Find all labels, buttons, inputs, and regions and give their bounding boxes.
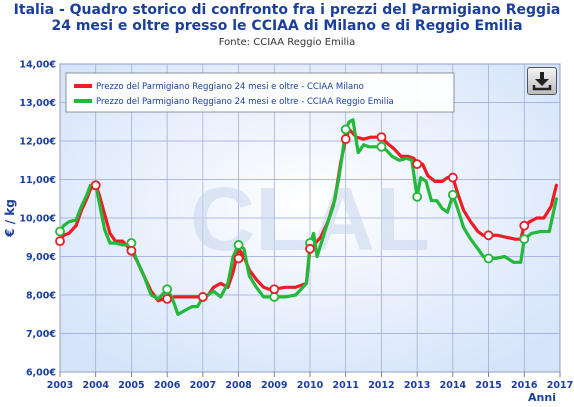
legend-box — [65, 72, 455, 113]
x-tick-label: 2007 — [190, 380, 216, 391]
y-tick-label: 11,00€ — [19, 175, 56, 186]
x-tick-label: 2015 — [475, 380, 501, 391]
download-button[interactable] — [527, 67, 557, 95]
reggio-data-point — [412, 191, 423, 202]
milano-data-point — [412, 159, 423, 170]
x-tick-label: 2005 — [118, 380, 144, 391]
y-tick-label: 12,00€ — [19, 137, 56, 148]
y-tick-label: 10,00€ — [19, 214, 56, 225]
y-tick-label: 7,00€ — [26, 329, 56, 340]
reggio-data-point — [126, 238, 137, 248]
x-tick-label: 2017 — [547, 380, 573, 391]
legend: Prezzo del Parmigiano Reggiano 24 mesi e… — [65, 72, 455, 113]
milano-data-point — [162, 293, 173, 304]
reggio-data-point — [340, 124, 351, 135]
reggio-data-point — [447, 189, 458, 200]
chart-title: Italia - Quadro storico di confronto fra… — [0, 2, 574, 34]
y-tick-label: 9,00€ — [26, 252, 56, 263]
milano-data-point — [55, 236, 65, 247]
x-tick-label: 2011 — [332, 380, 358, 391]
milano-data-point — [90, 180, 101, 191]
download-icon — [532, 72, 552, 91]
milano-data-point — [126, 245, 137, 256]
y-tick-label: 13,00€ — [19, 98, 56, 109]
reggio-data-point — [233, 240, 244, 250]
reggio-series-line — [58, 118, 559, 316]
legend-label-reggio: Prezzo del Parmigiano Reggiano 24 mesi e… — [96, 97, 394, 107]
chart-title-line1: Italia - Quadro storico di confronto fra… — [13, 2, 561, 18]
milano-data-point — [269, 284, 280, 295]
reggio-data-point — [55, 226, 65, 237]
axes: 6,00€ 7,00€ 8,00€ 9,00€ 10,00€ 11,00€ 12,00€ 13… — [19, 60, 573, 392]
x-tick-label: 2016 — [511, 380, 538, 391]
y-axis-label: € / kg — [3, 199, 17, 238]
reggio-data-point — [376, 141, 387, 152]
milano-data-point — [376, 132, 387, 143]
milano-data-point — [483, 230, 494, 241]
x-tick-label: 2012 — [368, 380, 394, 391]
x-tick-label: 2010 — [297, 380, 324, 391]
x-axis-label: Anni — [528, 391, 556, 404]
x-tick-label: 2004 — [82, 380, 109, 391]
y-tick-label: 6,00€ — [26, 368, 56, 379]
milano-data-point — [233, 253, 244, 264]
x-tick-label: 2009 — [261, 380, 287, 391]
milano-data-point — [197, 292, 208, 302]
x-tick-label: 2014 — [440, 380, 467, 391]
reggio-data-point — [519, 234, 530, 245]
reggio-data-point — [162, 284, 173, 295]
milano-data-point — [519, 220, 530, 231]
y-tick-label: 8,00€ — [26, 291, 56, 302]
milano-data-point — [340, 134, 351, 144]
x-tick-label: 2006 — [154, 380, 181, 391]
x-tick-label: 2008 — [225, 380, 252, 391]
series-markers — [55, 124, 530, 304]
chart-title-line2: 24 mesi e oltre presso le CCIAA di Milan… — [51, 18, 523, 34]
grid — [59, 63, 561, 373]
x-tick-label: 2013 — [404, 380, 430, 391]
chart-source: Fonte: CCIAA Reggio Emilia — [218, 37, 356, 48]
milano-data-point — [447, 172, 458, 183]
y-tick-label: 14,00€ — [19, 60, 56, 71]
reggio-data-point — [483, 253, 494, 264]
milano-data-point — [305, 243, 315, 254]
x-tick-label: 2003 — [47, 380, 73, 391]
legend-label-milano: Prezzo del Parmigiano Reggiano 24 mesi e… — [96, 82, 364, 92]
